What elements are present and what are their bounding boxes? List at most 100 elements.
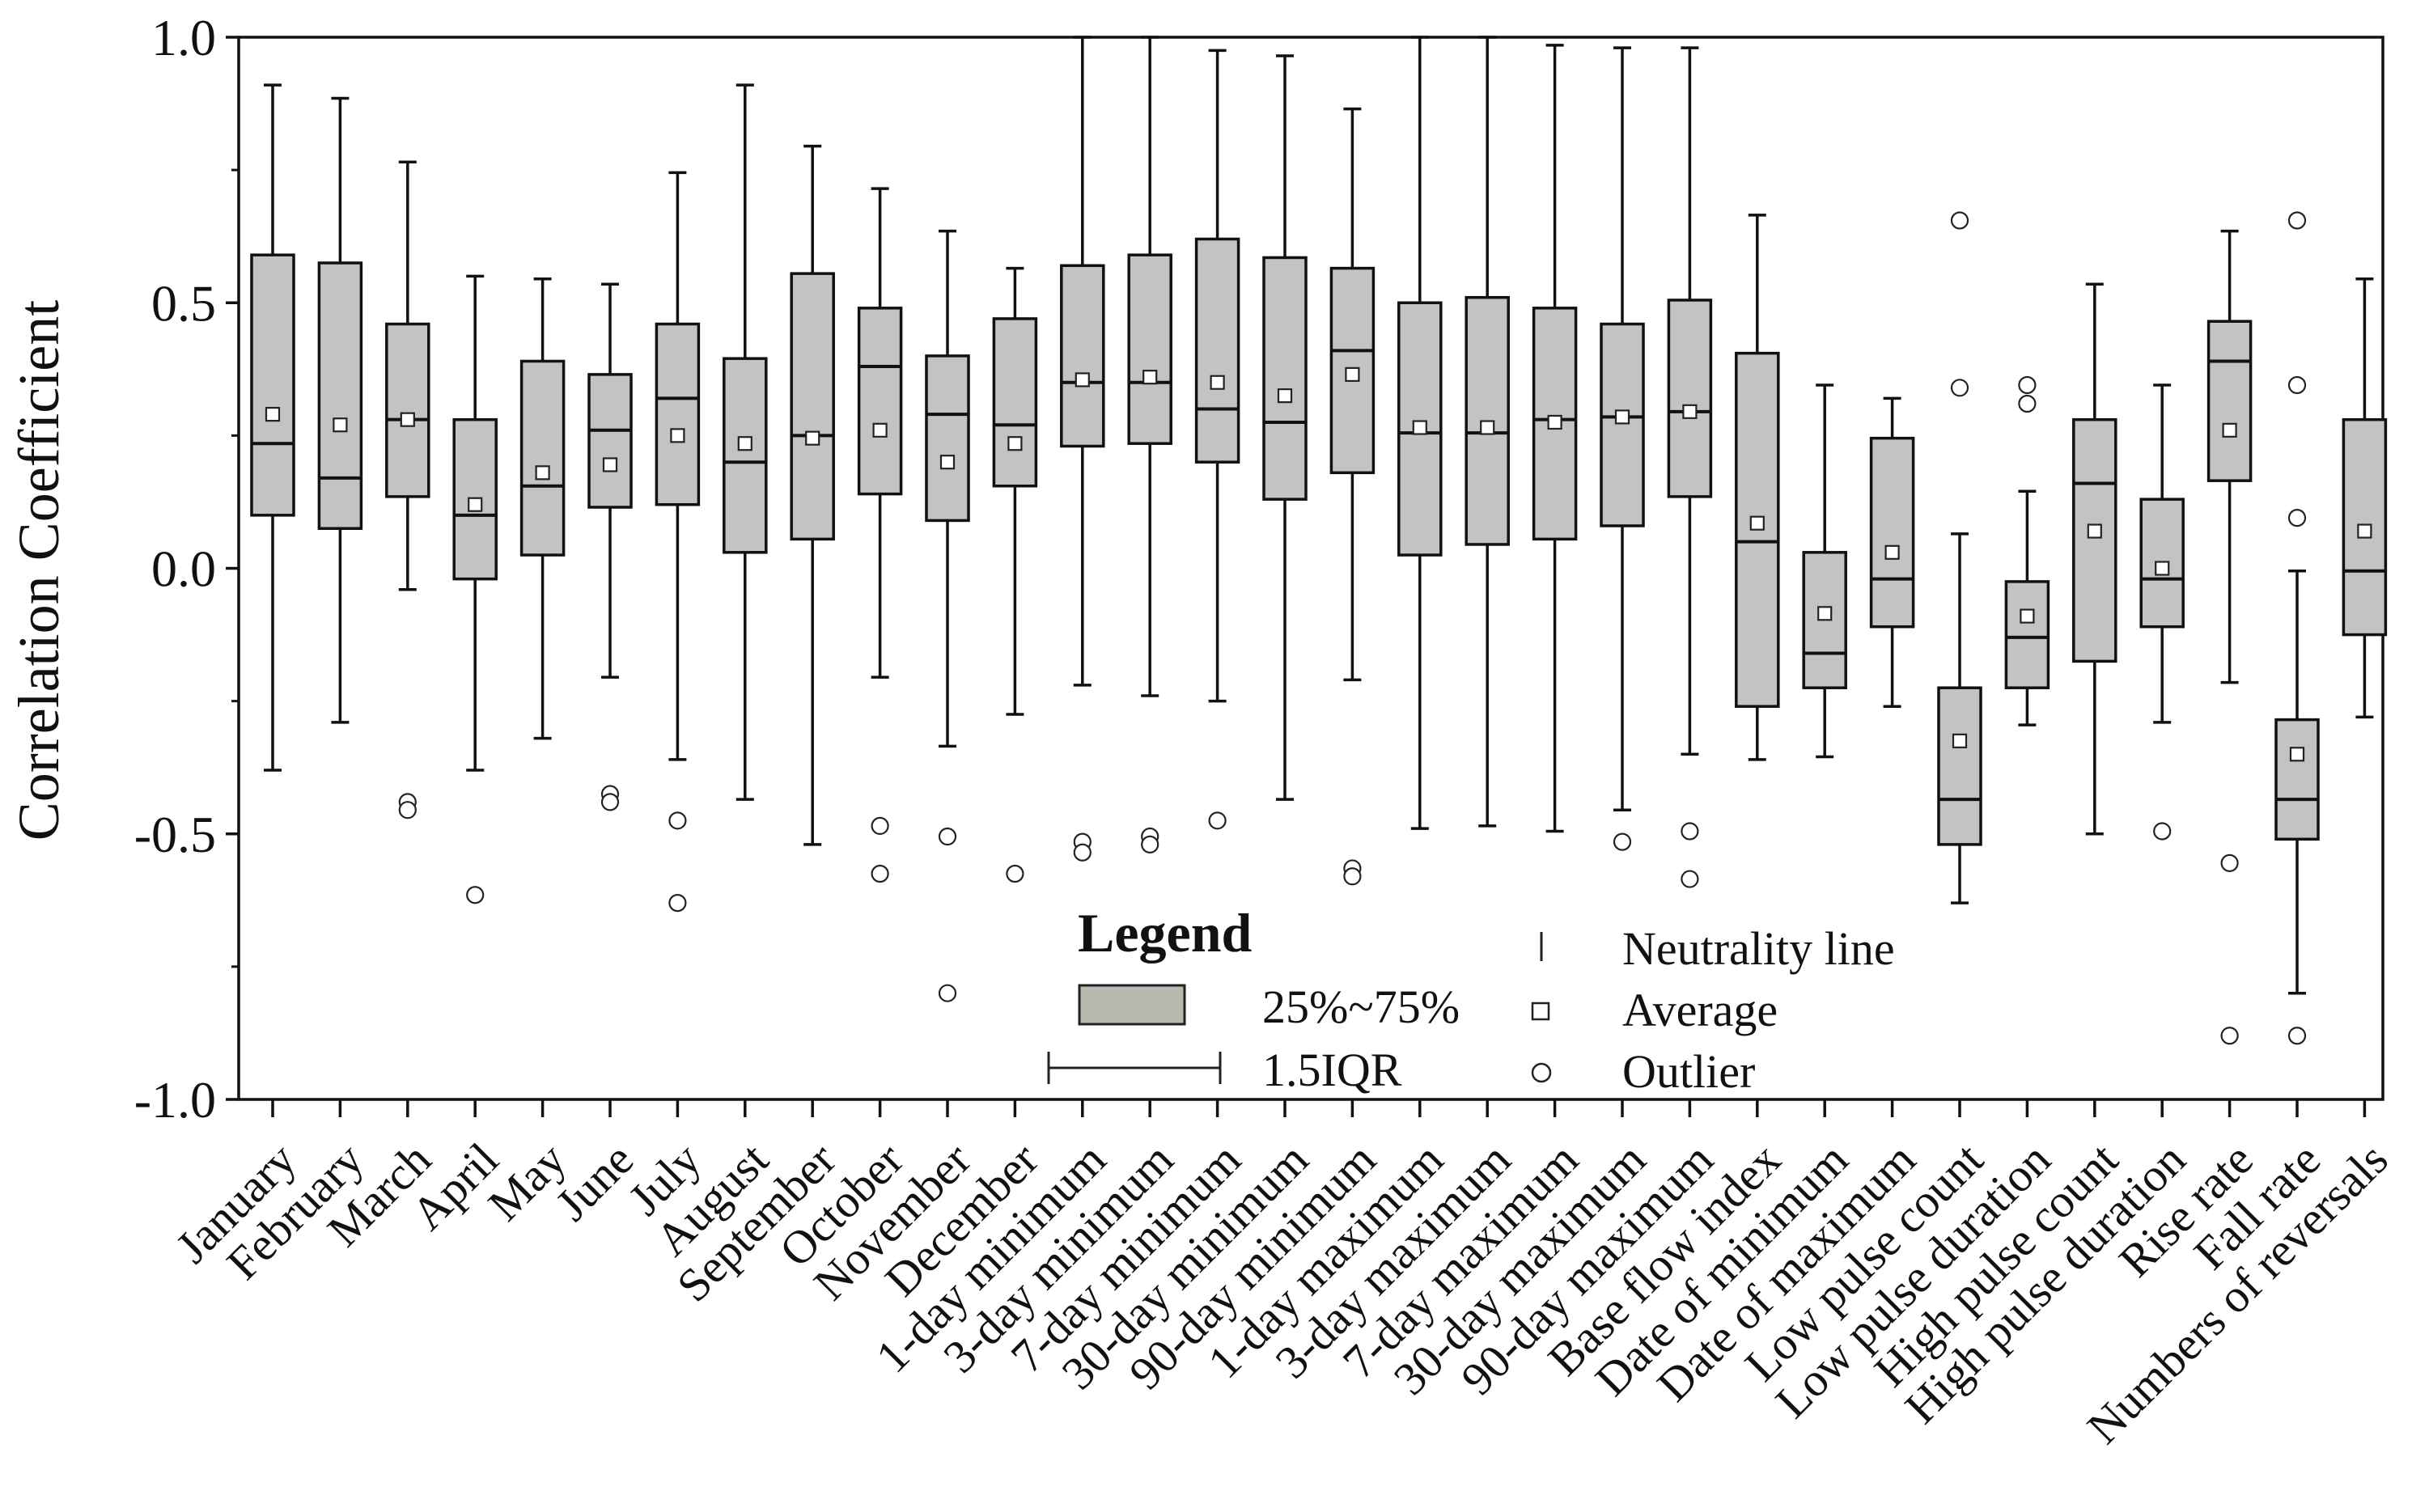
- box-6-iqr-box: [587, 373, 633, 509]
- box-11-iqr-box: [925, 354, 970, 523]
- plot-area: 1.00.50.0-0.5-1.0JanuaryFebruaryMarchApr…: [134, 9, 2398, 1454]
- box-19-mean-marker: [1480, 420, 1495, 435]
- box-10-outlier: [871, 864, 889, 883]
- box-13-iqr-box: [1060, 264, 1105, 448]
- box-27-mean-marker: [2020, 608, 2035, 624]
- box-7-iqr-box: [655, 322, 701, 506]
- legend-label-average: Average: [1622, 984, 1778, 1036]
- y-tick-label: 0.0: [151, 540, 216, 598]
- box-26-outlier: [1950, 379, 1969, 397]
- box-10-mean-marker: [872, 422, 888, 438]
- box-14-iqr-box: [1127, 253, 1172, 445]
- legend-label-outlier: Outlier: [1622, 1045, 1755, 1098]
- box-25-mean-marker: [1884, 544, 1900, 560]
- legend-label-neutrality: Neutrality line: [1622, 922, 1895, 975]
- box-27-outlier: [2018, 375, 2037, 395]
- box-12-iqr-box: [992, 317, 1038, 488]
- box-3-iqr-box: [385, 322, 430, 498]
- box-11-mean-marker: [939, 455, 956, 470]
- box-12-mean-marker: [1007, 436, 1023, 451]
- box-13-mean-marker: [1075, 372, 1090, 388]
- y-tick-label: -0.5: [134, 806, 216, 863]
- box-22-mean-marker: [1682, 404, 1698, 419]
- box-31-outlier: [2287, 211, 2307, 230]
- box-10-iqr-box: [857, 307, 903, 496]
- box-22-outlier: [1681, 822, 1699, 841]
- box-14-outlier: [1141, 835, 1159, 853]
- box-5-iqr-box: [519, 359, 566, 557]
- box-8-mean-marker: [737, 436, 752, 451]
- box-18-mean-marker: [1412, 420, 1427, 435]
- box-25-iqr-box: [1869, 436, 1915, 629]
- box-1-iqr-box: [250, 253, 295, 517]
- box-31-outlier: [2287, 375, 2307, 395]
- box-22-outlier: [1681, 870, 1699, 888]
- box-21-outlier: [1613, 832, 1632, 851]
- box-17-iqr-box: [1329, 266, 1376, 475]
- box-23-mean-marker: [1749, 515, 1765, 531]
- box-8-iqr-box: [723, 357, 768, 554]
- box-31-outlier: [2287, 1027, 2307, 1045]
- box-2-mean-marker: [333, 417, 348, 433]
- box-1-mean-marker: [265, 407, 281, 422]
- box-15-mean-marker: [1210, 375, 1225, 390]
- box-11-outlier: [938, 984, 957, 1002]
- box-30-iqr-box: [2206, 320, 2253, 482]
- box-31-iqr-box: [2274, 718, 2320, 841]
- box-6-outlier: [600, 793, 620, 811]
- box-7-outlier: [668, 811, 687, 830]
- box-10-outlier: [871, 816, 889, 836]
- box-12-outlier: [1006, 864, 1024, 883]
- box-17-outlier: [1343, 867, 1362, 886]
- box-6-mean-marker: [602, 457, 618, 472]
- box-4-outlier: [466, 886, 485, 904]
- box-3-mean-marker: [400, 412, 415, 427]
- box-30-outlier: [2220, 853, 2239, 872]
- box-27-iqr-box: [2004, 580, 2050, 689]
- box-3-outlier: [398, 801, 417, 820]
- box-17-mean-marker: [1345, 366, 1360, 382]
- box-5-mean-marker: [535, 465, 550, 481]
- box-29-outlier: [2153, 822, 2172, 841]
- box-27-outlier: [2018, 394, 2037, 413]
- box-22-iqr-box: [1667, 299, 1713, 498]
- box-26-outlier: [1950, 211, 1969, 230]
- box-24-mean-marker: [1817, 606, 1833, 621]
- box-26-iqr-box: [1937, 686, 1982, 846]
- box-31-mean-marker: [2289, 747, 2305, 762]
- box-16-mean-marker: [1277, 388, 1293, 404]
- box-16-iqr-box: [1262, 256, 1308, 501]
- y-axis-label: Correlation Coefficient: [6, 300, 71, 841]
- box-31-outlier: [2287, 509, 2307, 527]
- box-7-outlier: [668, 893, 687, 913]
- box-4-mean-marker: [468, 497, 483, 512]
- box-20-mean-marker: [1547, 414, 1562, 430]
- box-28-iqr-box: [2072, 417, 2117, 663]
- box-14-mean-marker: [1142, 370, 1158, 385]
- box-26-mean-marker: [1952, 733, 1968, 748]
- box-28-mean-marker: [2087, 523, 2102, 539]
- box-21-iqr-box: [1600, 322, 1645, 527]
- box-2-iqr-box: [317, 261, 363, 531]
- box-7-mean-marker: [670, 428, 685, 443]
- y-tick-label: -1.0: [134, 1071, 216, 1129]
- legend-label-box: 25%~75%: [1262, 980, 1460, 1033]
- legend-label-whisker: 1.5IQR: [1262, 1044, 1402, 1096]
- box-30-outlier: [2220, 1027, 2239, 1045]
- legend-box-swatch: [1078, 984, 1186, 1026]
- legend-title: Legend: [1078, 902, 1253, 964]
- legend-average-symbol: [1531, 1002, 1550, 1021]
- box-13-outlier: [1073, 843, 1092, 862]
- y-tick-label: 0.5: [151, 274, 216, 332]
- box-21-mean-marker: [1614, 409, 1630, 425]
- box-30-mean-marker: [2222, 422, 2237, 438]
- legend-whisker-symbol: [1047, 1052, 1222, 1084]
- legend-outlier-symbol: [1531, 1062, 1552, 1083]
- box-32-mean-marker: [2357, 523, 2372, 539]
- y-tick-label: 1.0: [151, 9, 216, 66]
- box-15-outlier: [1208, 811, 1227, 830]
- box-29-mean-marker: [2155, 561, 2170, 576]
- plot-frame: [237, 36, 2384, 1101]
- box-9-mean-marker: [805, 430, 820, 446]
